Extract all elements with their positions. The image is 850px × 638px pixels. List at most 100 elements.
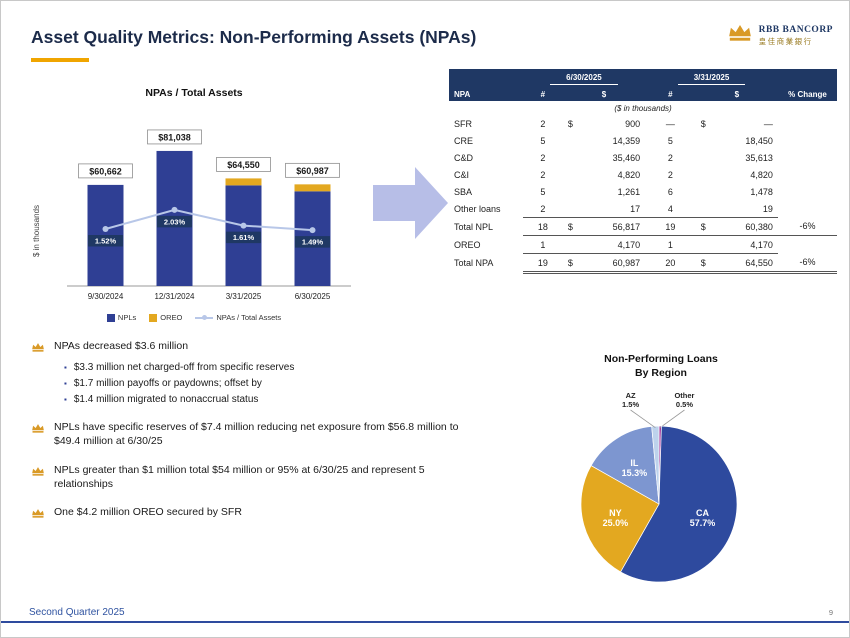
pie-label-ny: NY 25.0% [603, 508, 629, 528]
table-cell: 2 [667, 169, 673, 180]
row-label: Total NPL [454, 221, 494, 232]
npa-table-block: 6/30/2025 3/31/2025 NPA # $ # $% Change ($ in t… [449, 69, 837, 274]
bar-chart: $60,662 9/30/2024 $81,038 12/31/2024 $64,550… [32, 129, 351, 301]
table-cell: 2 [667, 152, 673, 163]
pie-leader-line [630, 409, 656, 429]
ratio-line-marker [240, 222, 247, 229]
ratio-label-box [226, 231, 261, 244]
table-group-header-row: 6/30/2025 3/31/2025 [449, 69, 837, 87]
ratio-label-box [295, 236, 330, 248]
table-cell: 35,613 [745, 152, 773, 163]
row-label: C&D [454, 152, 474, 163]
bar-value-label: $64,550 [227, 160, 260, 170]
table-cell: 1 [522, 235, 563, 254]
ratio-label: 1.52% [95, 237, 117, 246]
table-cell: 6 [667, 186, 673, 197]
bar-chart-legend: NPLs OREO NPAs / Total Assets [29, 313, 359, 322]
table-cell: 2 [540, 152, 546, 163]
bullet-list: NPAs decreased $3.6 million ▪ $3.3 million… [31, 339, 483, 538]
table-cell: $ — [700, 118, 773, 129]
logo-chinese-name: 皇佳商業銀行 [758, 36, 813, 46]
table-cell: -6% [777, 253, 837, 274]
x-tick-label: 12/31/2024 [154, 292, 195, 301]
units-note: ($ in thousands) [614, 103, 672, 113]
table-cell: $64,550 [695, 253, 778, 274]
column-header: # [522, 87, 563, 101]
sub-bullet-text: $1.7 million payoffs or paydowns; offset… [73, 377, 262, 389]
table-cell: 1,478 [750, 186, 773, 197]
pie-label-ca: CA 57.7% [690, 508, 716, 528]
table-row: Other loans 2 17 4 19 [449, 200, 837, 218]
pie-chart-title: Non-Performing Loans By Region [604, 353, 718, 379]
ratio-label-box [88, 235, 123, 247]
col-group-current: 6/30/2025 [522, 69, 646, 87]
bar-chart-block: NPAs / Total Assets $60,662 9/30/2024 $81,… [29, 87, 359, 322]
table-cell: 1 [645, 235, 696, 254]
table-cell: 4,170 [562, 235, 646, 254]
ratio-line [105, 208, 313, 232]
pie-slice-ca [620, 425, 738, 583]
sub-bullet: ▪ $1.4 million migrated to nonaccrual sta… [64, 393, 483, 407]
column-header: NPA [449, 87, 523, 101]
y-axis-label: $ in thousands [32, 205, 41, 257]
pie-slice-il [590, 426, 660, 505]
table-cell: $900 [567, 118, 641, 129]
row-label: Other loans [454, 203, 501, 214]
row-label: OREO [454, 239, 481, 250]
column-header: % Change [777, 87, 837, 101]
col-group-prior: 3/31/2025 [645, 69, 778, 87]
ratio-label: 2.03% [164, 217, 186, 226]
ratio-label-box [157, 215, 192, 228]
table-cell [778, 149, 837, 166]
square-bullet-icon: ▪ [64, 362, 67, 372]
pie-slice-ny [580, 465, 660, 573]
table-cell: 18,450 [745, 135, 773, 146]
table-cell: 2 [522, 200, 563, 218]
ratio-line-marker [171, 206, 178, 213]
row-label: SBA [454, 186, 473, 197]
table-cell: -6% [777, 217, 837, 236]
table-row: Total NPL 18 $56,817 19 $60,380 -6% [449, 217, 837, 236]
table-cell [778, 115, 837, 132]
square-bullet-icon: ▪ [64, 394, 67, 404]
ratio-label: 1.49% [302, 238, 324, 247]
bar-value-label-box [285, 162, 340, 178]
page-title: Asset Quality Metrics: Non-Performing As… [31, 27, 477, 47]
pie-chart-block: Non-Performing Loans By Region Other 0.5%… [547, 353, 775, 617]
sub-bullet: ▪ $1.7 million payoffs or paydowns; offse… [64, 377, 483, 391]
column-header: $ [695, 87, 778, 101]
table-cell [778, 236, 837, 254]
bar-oreo-segment [294, 184, 331, 192]
table-cell: 5 [540, 135, 546, 146]
bar-value-label-box [147, 129, 202, 145]
bar-value-label-box [78, 163, 133, 179]
row-label: C&I [454, 169, 470, 180]
x-tick-label: 6/30/2025 [295, 292, 331, 301]
bar-value-label: $60,987 [296, 166, 329, 176]
table-cell: 19 [645, 217, 696, 236]
bar-chart-title: NPAs / Total Assets [145, 87, 243, 99]
table-cell [778, 200, 837, 218]
square-bullet-icon: ▪ [64, 378, 67, 388]
pie-label-il: IL 15.3% [622, 458, 648, 478]
table-header: 6/30/2025 3/31/2025 NPA # $ # $% Change [449, 69, 837, 101]
table-cell: 5 [540, 186, 546, 197]
table-row: CRE 5 14,359 5 18,450 [449, 132, 837, 149]
sub-bullet: ▪ $3.3 million net charged-off from speci… [64, 361, 483, 375]
table-cell: 35,460 [612, 152, 641, 163]
table-cell: $60,380 [695, 217, 778, 236]
page-number: 9 [828, 608, 833, 617]
table-cell: — [665, 118, 675, 129]
table-cell: 17 [562, 200, 646, 218]
footer-divider [1, 621, 849, 623]
bar-value-label-box [216, 157, 271, 172]
legend-label: NPLs [117, 313, 137, 322]
table-cell [778, 132, 837, 149]
pie-slice-az [651, 425, 660, 505]
table-cell: 4,170 [695, 235, 778, 254]
table-cell: 19 [695, 200, 778, 218]
table-cell [778, 183, 837, 200]
crown-bullet-icon [32, 424, 44, 433]
crown-bullet-icon [32, 343, 44, 352]
title-accent [31, 58, 89, 62]
